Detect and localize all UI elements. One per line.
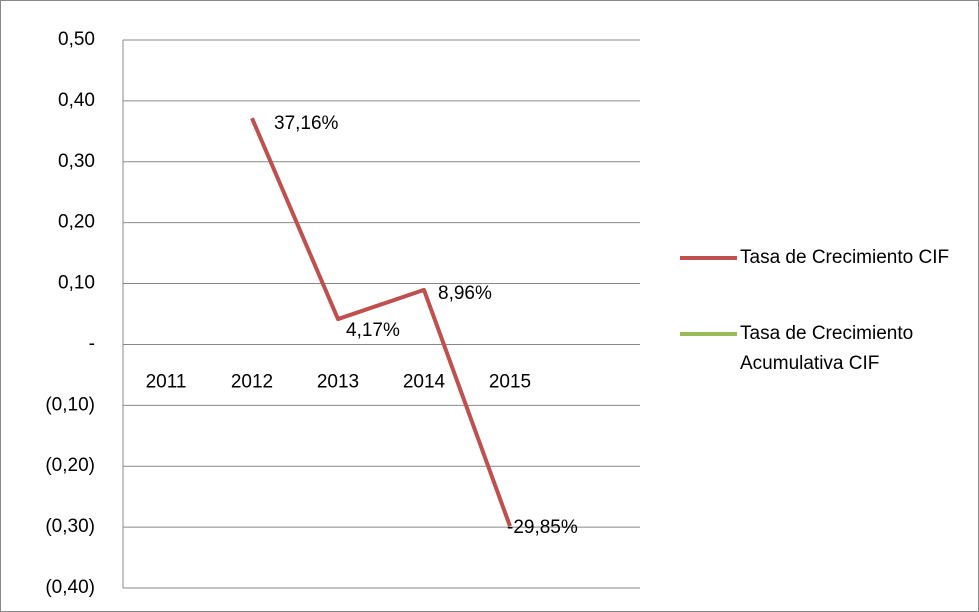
- y-tick-label: (0,10): [45, 394, 95, 415]
- legend-label: Tasa de Crecimiento Acumulativa CIF: [740, 323, 914, 374]
- x-tick-label: 2013: [317, 371, 359, 392]
- x-tick-label: 2011: [146, 371, 187, 392]
- y-tick-label: 0,10: [58, 273, 95, 294]
- y-tick-label: 0,40: [58, 90, 95, 111]
- legend-label: Tasa de Crecimiento CIF: [740, 247, 950, 268]
- data-label: 8,96%: [438, 283, 492, 304]
- y-tick-label: 0,50: [58, 29, 95, 50]
- y-tick-label: (0,30): [45, 516, 95, 537]
- y-tick-label: (0,20): [45, 455, 95, 476]
- x-tick-label: 2014: [403, 371, 446, 392]
- y-tick-label: 0,20: [58, 212, 95, 233]
- x-tick-label: 2015: [489, 371, 531, 392]
- y-tick-label: (0,40): [45, 577, 95, 598]
- y-tick-label: -: [89, 333, 95, 354]
- data-label: 4,17%: [346, 320, 400, 341]
- x-tick-label: 2012: [231, 371, 273, 392]
- data-label: 37,16%: [274, 113, 339, 134]
- data-label: -29,85%: [507, 517, 578, 538]
- series-line: [250, 117, 512, 527]
- y-tick-label: 0,30: [58, 151, 95, 172]
